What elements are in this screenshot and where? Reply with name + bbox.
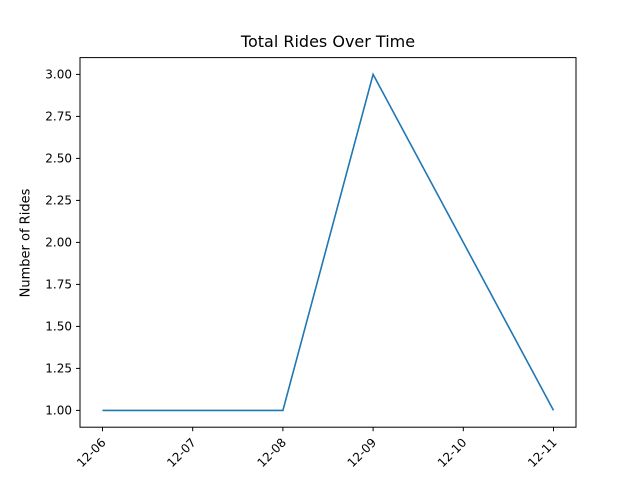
y-tick-label: 3.00	[45, 67, 72, 81]
y-tick-label: 1.75	[45, 277, 72, 291]
x-tick-label: 12-06	[74, 435, 109, 470]
x-tick-label: 12-08	[254, 435, 289, 470]
x-tick-label: 12-07	[164, 435, 199, 470]
y-tick-label: 1.50	[45, 319, 72, 333]
x-tick-label: 12-10	[435, 435, 470, 470]
y-tick-label: 2.00	[45, 235, 72, 249]
y-tick-label: 1.25	[45, 361, 72, 375]
plot-area-frame	[79, 57, 577, 428]
y-tick-label: 2.50	[45, 151, 72, 165]
x-tick-label: 12-11	[525, 435, 560, 470]
y-tick-label: 1.00	[45, 403, 72, 417]
x-tick-label: 12-09	[345, 435, 380, 470]
y-tick-label: 2.75	[45, 109, 72, 123]
y-tick-label: 2.25	[45, 193, 72, 207]
chart-title: Total Rides Over Time	[240, 32, 416, 51]
series-line	[102, 72, 555, 412]
